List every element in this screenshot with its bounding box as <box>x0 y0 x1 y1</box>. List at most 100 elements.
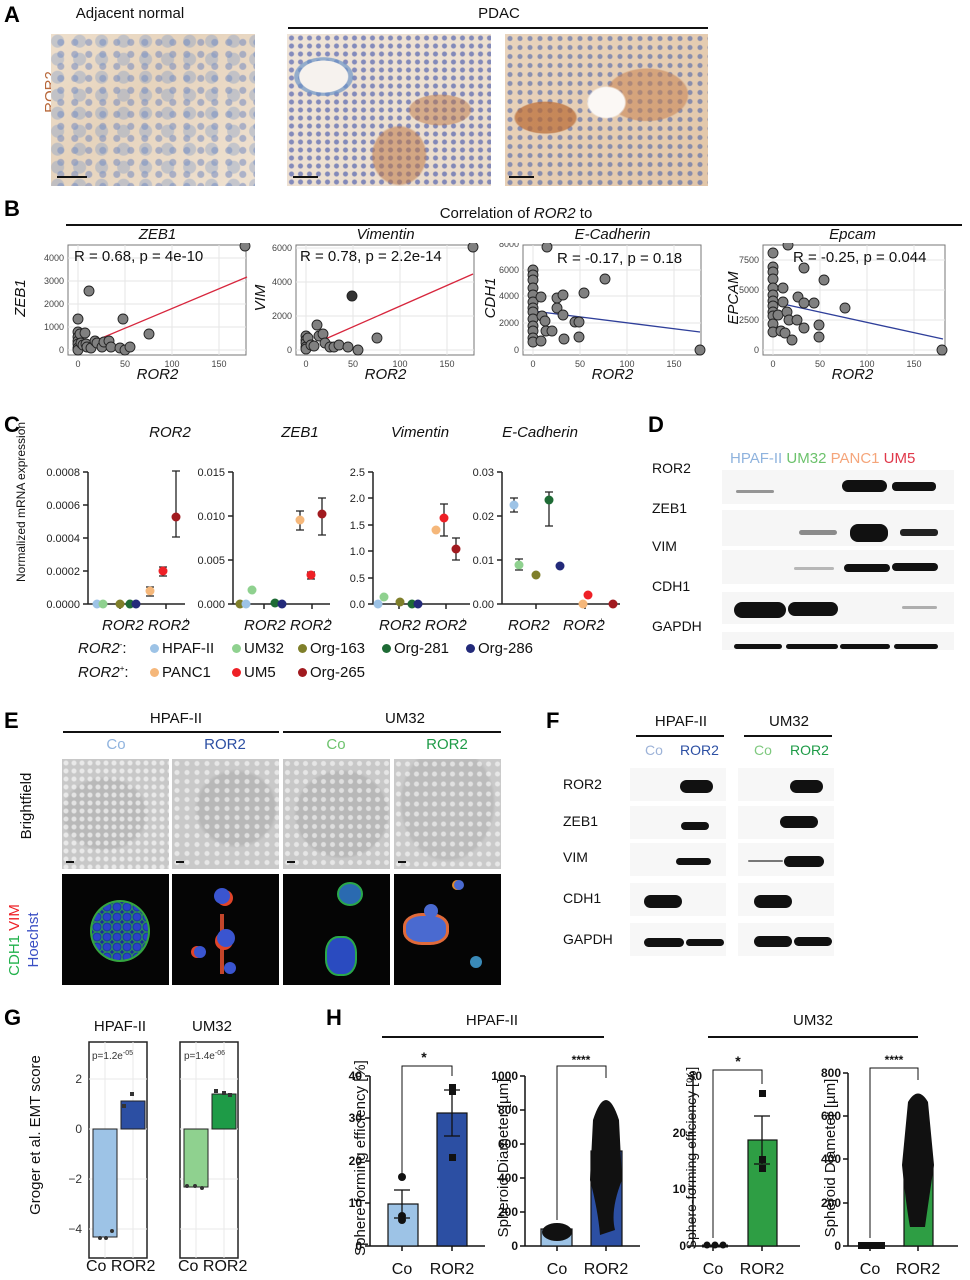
legend-pos-label: ROR2 <box>78 664 120 681</box>
svg-text:ROR2: ROR2 <box>430 1261 475 1278</box>
plot-title-vimentin: Vimentin <box>356 226 415 243</box>
svg-text:4000: 4000 <box>44 253 64 263</box>
svg-text:2: 2 <box>75 1072 82 1086</box>
brightfield-um32-ror2 <box>394 759 501 869</box>
svg-text:****: **** <box>572 1053 591 1067</box>
svg-text:3000: 3000 <box>44 276 64 286</box>
stat-annotation: R = -0.17, p = 0.18 <box>557 250 682 267</box>
f-row-zeb1: ZEB1 <box>563 813 599 829</box>
svg-text:1.5: 1.5 <box>350 520 365 532</box>
legend-dot-icon <box>466 644 475 653</box>
header-pdac: PDAC <box>478 5 520 22</box>
g-um32-plot: p=1.4e-06 <box>179 1041 239 1259</box>
svg-text:1000: 1000 <box>44 322 64 332</box>
legend-dot-icon <box>150 668 159 677</box>
if-hpaf-co <box>62 874 169 985</box>
svg-text:20: 20 <box>349 1154 363 1168</box>
svg-text:5000: 5000 <box>739 285 759 295</box>
legend-colon: : <box>122 640 127 657</box>
svg-text:6000: 6000 <box>272 243 292 253</box>
f-row-vim: VIM <box>563 849 588 865</box>
correlation-title: Correlation of ROR2 to <box>66 205 966 222</box>
f-hpaf-bracket <box>636 735 724 737</box>
svg-text:0.03: 0.03 <box>473 467 494 479</box>
panel-label-a: A <box>4 2 20 27</box>
e-col-hpaf-ror2: ROR2 <box>204 736 246 753</box>
legend-item-label: PANC1 <box>162 664 211 681</box>
svg-text:0: 0 <box>287 345 292 355</box>
g-y-axis-label: Groger et al. EMT score <box>27 1055 44 1215</box>
svg-text:400: 400 <box>821 1152 841 1166</box>
panel-label-g: G <box>4 1005 22 1030</box>
legend-item-org-286: Org-286 <box>466 640 533 657</box>
panel-label-h: H <box>326 1005 342 1030</box>
svg-text:ROR2: ROR2 <box>244 617 286 634</box>
svg-text:6000: 6000 <box>499 265 519 275</box>
legend-item-label: Org-281 <box>394 640 450 657</box>
svg-text:150: 150 <box>666 359 681 369</box>
svg-text:0.015: 0.015 <box>197 467 225 479</box>
legend-item-org-163: Org-163 <box>298 640 365 657</box>
svg-text:2500: 2500 <box>739 315 759 325</box>
svg-text:150: 150 <box>439 359 454 369</box>
f-um32-bracket <box>744 735 832 737</box>
svg-text:2.0: 2.0 <box>350 493 365 505</box>
legend-item-um5: UM5 <box>232 664 276 681</box>
svg-text:0.0000: 0.0000 <box>46 599 80 611</box>
svg-text:0.0008: 0.0008 <box>46 467 80 479</box>
svg-text:0: 0 <box>514 345 519 355</box>
svg-text:0: 0 <box>834 1239 841 1253</box>
svg-text:2000: 2000 <box>272 311 292 321</box>
svg-text:1.0: 1.0 <box>350 546 365 558</box>
stat-annotation: R = 0.68, p = 4e-10 <box>74 248 203 265</box>
pdac-ihc-image-1 <box>287 34 491 186</box>
svg-text:100: 100 <box>619 359 634 369</box>
svg-text:0: 0 <box>511 1239 518 1253</box>
svg-text:*: * <box>421 1049 427 1065</box>
svg-text:7500: 7500 <box>739 255 759 265</box>
svg-text:0: 0 <box>530 359 535 369</box>
g-xlabel-co: Co <box>86 1258 107 1275</box>
e-row-brightfield: Brightfield <box>18 772 35 840</box>
g-pval-hpaf: p=1.2e-05 <box>92 1050 133 1062</box>
e-group-um32: UM32 <box>384 710 425 727</box>
if-label-hoechst: Hoechst <box>25 912 42 968</box>
svg-text:0.5: 0.5 <box>350 573 365 585</box>
scale-bar <box>66 861 74 863</box>
svg-text:0.005: 0.005 <box>197 555 225 567</box>
svg-text:200: 200 <box>498 1205 518 1219</box>
c-y-axis-label: Normalized mRNA expression <box>14 421 28 582</box>
svg-text:4000: 4000 <box>499 291 519 301</box>
h2-spheroid-diameter-hpaf: 1000 800 600 400 200 0 **** <box>491 1053 640 1253</box>
western-blot-f <box>630 768 834 956</box>
f-lane-hpaf-ror2: ROR2 <box>680 742 719 758</box>
legend-item-label: UM5 <box>244 664 276 681</box>
brightfield-hpaf-ror2 <box>172 759 279 869</box>
svg-text:Co: Co <box>547 1261 568 1278</box>
panel-label-b: B <box>4 196 20 221</box>
svg-text:1000: 1000 <box>491 1069 518 1083</box>
c-plot-title-e-cadherin: E-Cadherin <box>502 424 578 441</box>
svg-text:-: - <box>414 616 417 625</box>
svg-text:40: 40 <box>349 1069 363 1083</box>
h-um32-bracket <box>708 1036 918 1038</box>
legend-dot-icon <box>232 668 241 677</box>
panel-label-f: F <box>546 708 560 733</box>
svg-text:-: - <box>543 616 546 625</box>
legend-dot-icon <box>150 644 159 653</box>
svg-text:ROR2: ROR2 <box>379 617 421 634</box>
scale-bar <box>57 176 87 178</box>
e-col-um32-co: Co <box>326 736 346 753</box>
e-col-um32-ror2: ROR2 <box>426 736 468 753</box>
legend-dot-icon <box>382 644 391 653</box>
x-axis-label-ror2: ROR2 <box>831 366 874 383</box>
panel-b-plots: ZEB1 ZEB1 ROR2 0 1000 2000 3000 4000 0 50 100 1… <box>0 226 970 390</box>
legend-item-panc1: PANC1 <box>150 664 211 681</box>
svg-text:0: 0 <box>770 359 775 369</box>
svg-text:0.000: 0.000 <box>197 599 225 611</box>
if-hpaf-ror2 <box>172 874 279 985</box>
g-x-labels-um32: Co ROR2 <box>178 1258 247 1276</box>
if-um32-ror2 <box>394 874 501 985</box>
